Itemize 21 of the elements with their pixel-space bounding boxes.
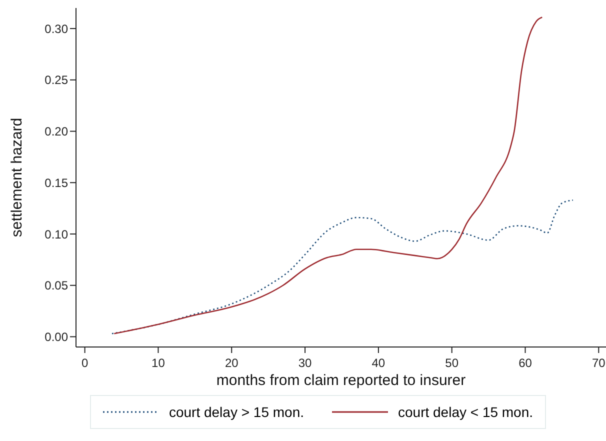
line-series [111, 199, 574, 334]
y-axis-title: settlement hazard [8, 118, 26, 238]
y-tick-label: 0.05 [44, 278, 68, 293]
y-tick-label: 0.00 [44, 330, 68, 344]
x-tick-label: 20 [224, 356, 239, 370]
x-tick-label: 0 [81, 356, 88, 370]
x-tick-label: 70 [592, 356, 606, 370]
legend-label: court delay < 15 mon. [397, 404, 534, 420]
x-tick-label: 50 [445, 356, 459, 370]
legend-label: court delay > 15 mon. [168, 404, 304, 420]
y-tick-label: 0.30 [44, 22, 68, 36]
y-tick-label: 0.20 [44, 124, 68, 139]
x-tick-label: 40 [372, 356, 386, 370]
y-tick-label: 0.10 [44, 227, 68, 242]
x-tick-label: 10 [152, 356, 166, 370]
y-tick-label: 0.25 [44, 73, 68, 88]
x-tick-label: 60 [518, 356, 532, 370]
line-series [114, 16, 543, 334]
y-tick-label: 0.15 [44, 176, 68, 190]
x-axis-title: months from claim reported to insurer [216, 372, 466, 389]
x-tick-label: 30 [298, 356, 312, 370]
